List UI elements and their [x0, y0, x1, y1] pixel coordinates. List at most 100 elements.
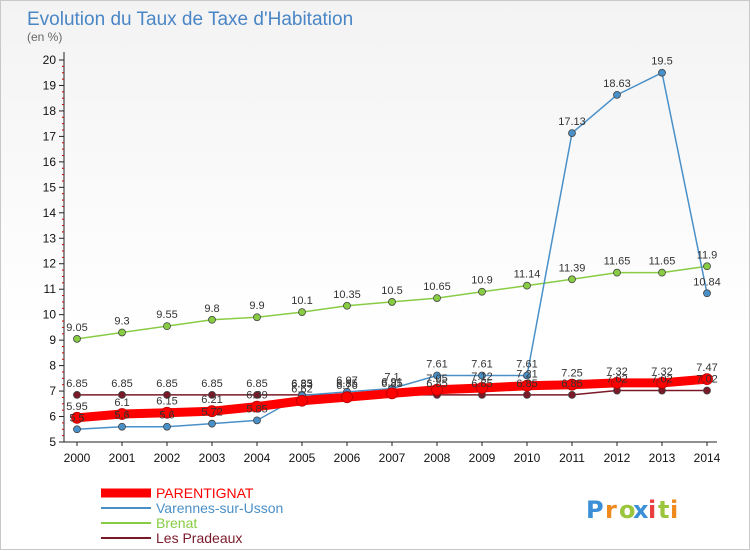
data-label: 6.85 — [471, 378, 492, 390]
data-point — [703, 386, 711, 395]
data-label: 6.85 — [156, 378, 177, 390]
data-label: 7.02 — [696, 374, 717, 386]
data-point — [566, 378, 578, 391]
data-label: 19.5 — [651, 56, 672, 68]
data-label: 6.39 — [246, 390, 267, 402]
x-tick-label: 2004 — [244, 451, 271, 465]
data-label: 9.05 — [66, 322, 87, 334]
data-point — [208, 419, 216, 428]
data-label: 10.1 — [291, 295, 312, 307]
logo-letter: i — [648, 496, 656, 524]
data-point — [613, 268, 621, 277]
data-label: 9.3 — [114, 315, 129, 327]
data-point — [341, 391, 353, 404]
legend-label: Varennes-sur-Usson — [156, 500, 283, 516]
data-label: 11.65 — [649, 256, 676, 268]
data-label: 5.85 — [246, 403, 267, 415]
data-label: 11.14 — [514, 269, 541, 281]
data-label: 6.1 — [114, 397, 129, 409]
data-point — [388, 298, 396, 306]
data-label: 10.35 — [333, 289, 361, 301]
axes: 5 6 7 8 9 10 11 12 13 14 15 16 17 18 19 20 2000 2001 2002 2… — [43, 52, 721, 465]
data-label: 7.12 — [471, 371, 492, 383]
y-tick-label: 19 — [43, 78, 57, 92]
data-point — [118, 328, 126, 337]
y-tick-label: 8 — [49, 359, 56, 373]
legend-label: Les Pradeaux — [156, 530, 242, 546]
data-point — [386, 387, 398, 400]
data-label: 10.84 — [693, 276, 721, 288]
data-point — [568, 390, 576, 399]
x-tick-label: 2008 — [424, 451, 451, 465]
logo-letter: P — [586, 496, 604, 524]
data-point — [116, 408, 128, 420]
data-point — [431, 383, 443, 396]
data-label: 5.72 — [201, 407, 222, 419]
data-label: 6.76 — [336, 380, 357, 392]
data-point — [251, 400, 263, 413]
data-label: 6.85 — [66, 378, 87, 390]
data-point — [73, 425, 81, 434]
data-label: 10.5 — [381, 285, 402, 297]
y-tick-label: 10 — [43, 308, 57, 322]
y-tick-label: 11 — [44, 282, 57, 296]
y-tick-label: 5 — [49, 435, 56, 449]
data-label: 11.39 — [559, 262, 586, 274]
data-label: 7.1 — [384, 372, 399, 384]
y-tick-label: 20 — [43, 53, 57, 67]
data-label: 6.85 — [381, 378, 402, 390]
data-point — [296, 394, 308, 407]
data-point — [343, 301, 351, 310]
data-point — [118, 422, 126, 431]
data-label: 18.63 — [603, 78, 631, 90]
data-label: 5.5 — [69, 412, 84, 424]
data-point — [703, 289, 711, 298]
y-tick-label: 16 — [43, 155, 57, 169]
data-point — [568, 129, 576, 137]
data-point — [73, 390, 81, 399]
data-label: 7.21 — [516, 369, 537, 381]
data-point — [568, 275, 576, 284]
data-point — [433, 294, 441, 303]
data-label: 6.85 — [561, 378, 582, 390]
x-tick-label: 2000 — [64, 451, 91, 465]
logo-letter: t — [658, 496, 669, 524]
data-label: 6.85 — [111, 378, 132, 390]
data-label: 6.85 — [291, 378, 312, 390]
data-point — [253, 416, 261, 425]
data-point — [71, 411, 83, 424]
data-point — [521, 379, 533, 392]
data-label: 6.62 — [291, 384, 312, 396]
data-point — [478, 371, 486, 380]
y-tick-label: 15 — [43, 180, 57, 194]
data-point — [703, 262, 711, 271]
y-tick-label: 18 — [43, 104, 57, 118]
y-tick-label: 6 — [49, 410, 56, 424]
data-label: 9.9 — [249, 300, 264, 312]
data-point — [611, 377, 623, 389]
x-tick-label: 2013 — [649, 451, 676, 465]
data-label: 6.91 — [381, 376, 402, 388]
x-tick-label: 2012 — [604, 451, 631, 465]
data-point — [253, 313, 261, 322]
data-label: 7.02 — [606, 374, 627, 386]
chart-title: Evolution du Taux de Taxe d'Habitation — [27, 9, 353, 30]
data-point — [208, 315, 216, 324]
data-label: 17.13 — [558, 116, 586, 128]
data-label: 7.61 — [516, 359, 537, 371]
data-label: 6.21 — [201, 394, 222, 406]
logo-letter: o — [619, 496, 636, 524]
logo-letter: x — [633, 496, 649, 524]
x-tick-label: 2009 — [469, 451, 496, 465]
data-point — [613, 90, 621, 99]
x-tick-label: 2005 — [289, 451, 316, 465]
data-point — [658, 268, 666, 277]
data-labels: 5.95 6.1 6.15 6.21 6.39 6.62 6.76 6.91 7.05 7.12 7… — [66, 56, 720, 425]
y-tick-label: 13 — [43, 231, 57, 245]
data-label: 5.6 — [159, 410, 174, 422]
x-tick-label: 2003 — [199, 451, 226, 465]
y-tick-label: 17 — [43, 129, 57, 143]
data-label: 6.85 — [336, 378, 357, 390]
